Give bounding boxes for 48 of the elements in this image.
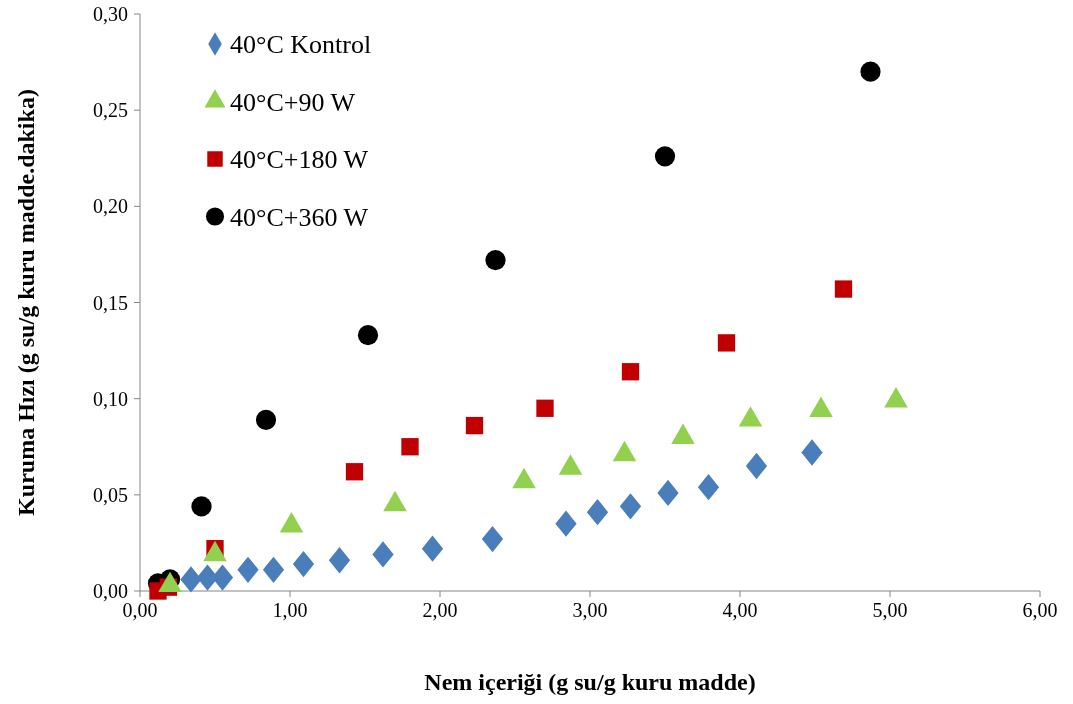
point [180, 566, 202, 593]
y-axis-title: Kuruma Hızı (g su/g kuru madde.dakika) [13, 89, 39, 516]
y-tick-label: 0,15 [93, 291, 128, 314]
y-tick-label: 0,00 [93, 580, 128, 602]
point [292, 550, 315, 578]
point [481, 525, 504, 553]
x-axis-title: Nem içeriği (g su/g kuru madde) [424, 669, 756, 695]
point [801, 439, 823, 466]
point [860, 61, 881, 82]
x-tick-label: 5,00 [872, 599, 908, 621]
x-tick-label: 4,00 [722, 599, 758, 621]
point [255, 409, 277, 430]
x-tick-label: 0,00 [122, 599, 158, 621]
point [465, 416, 484, 435]
point [834, 280, 853, 298]
point [345, 463, 364, 481]
point [328, 547, 351, 574]
point [654, 146, 676, 167]
legend-label: 40°C+360 W [230, 202, 369, 232]
point [745, 452, 768, 480]
x-tick-label: 1,00 [272, 599, 308, 621]
point [262, 556, 285, 583]
point [237, 556, 259, 583]
point [372, 541, 394, 568]
legend-label: 40°C+90 W [230, 87, 356, 117]
legend-label: 40°C+180 W [230, 145, 369, 175]
point [485, 250, 506, 271]
y-tick-label: 0,10 [93, 387, 128, 410]
point [717, 334, 736, 352]
point [401, 438, 419, 456]
y-tick-label: 0,20 [93, 195, 128, 218]
x-tick-label: 3,00 [572, 599, 608, 621]
y-tick-label: 0,25 [93, 99, 128, 122]
legend-label: 40°C Kontrol [230, 30, 372, 60]
point [621, 363, 640, 381]
point [586, 498, 609, 526]
y-tick-label: 0,30 [93, 3, 128, 25]
point [555, 510, 577, 537]
x-tick-label: 2,00 [422, 599, 458, 621]
y-tick-label: 0,05 [93, 483, 128, 506]
point [421, 535, 444, 562]
point [657, 479, 679, 507]
x-tick-label: 6,00 [1022, 599, 1058, 621]
point [191, 496, 212, 517]
point [697, 473, 720, 501]
point [357, 325, 379, 346]
point [619, 493, 642, 520]
point [536, 399, 554, 417]
